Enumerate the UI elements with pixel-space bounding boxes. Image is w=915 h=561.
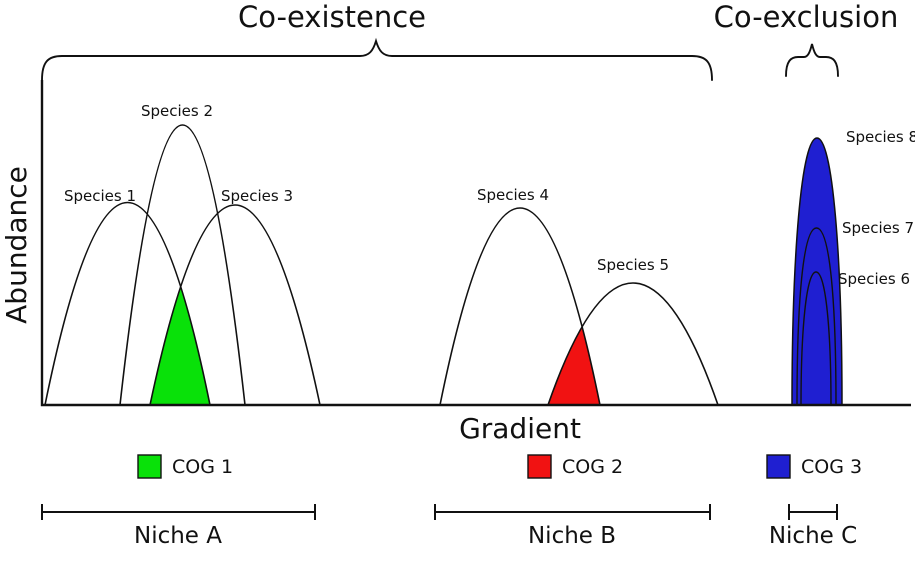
species4-label: Species 4 bbox=[477, 186, 549, 204]
cog2-legend-label: COG 2 bbox=[562, 456, 623, 478]
coexclusion-title: Co-exclusion bbox=[714, 0, 899, 34]
species5-curve bbox=[547, 282, 719, 406]
niche-a-range bbox=[41, 504, 316, 520]
niche-c-range bbox=[788, 504, 838, 520]
y-axis-label: Abundance bbox=[0, 166, 33, 324]
niche-a-label: Niche A bbox=[134, 523, 222, 549]
species6-curve bbox=[800, 271, 832, 406]
species3-label: Species 3 bbox=[221, 187, 293, 205]
cog3-legend-label: COG 3 bbox=[801, 456, 862, 478]
species5-label: Species 5 bbox=[597, 256, 669, 274]
cog3-legend-swatch bbox=[766, 454, 791, 479]
species4-curve bbox=[439, 207, 601, 406]
species1-curve bbox=[44, 202, 211, 406]
niche-b-range bbox=[434, 504, 711, 520]
species2-curve bbox=[119, 124, 246, 406]
niche-b-label: Niche B bbox=[528, 523, 616, 549]
species7-label: Species 7 bbox=[842, 219, 914, 237]
species7-curve bbox=[796, 227, 837, 406]
cog2-overlap-region bbox=[548, 326, 600, 405]
cog1-overlap-region bbox=[150, 287, 210, 405]
axes-lines bbox=[40, 80, 911, 407]
coexistence-title: Co-existence bbox=[238, 0, 426, 34]
x-axis-label: Gradient bbox=[459, 412, 581, 445]
species6-label: Species 6 bbox=[838, 270, 910, 288]
species3-curve bbox=[149, 204, 321, 406]
coexistence-brace bbox=[41, 37, 713, 81]
species1-label: Species 1 bbox=[64, 187, 136, 205]
niche-c-label: Niche C bbox=[769, 523, 857, 549]
species2-label: Species 2 bbox=[141, 102, 213, 120]
species8-label: Species 8 bbox=[846, 128, 915, 146]
coexclusion-brace bbox=[785, 43, 839, 77]
cog1-legend-label: COG 1 bbox=[172, 456, 233, 478]
cog1-legend-swatch bbox=[137, 454, 162, 479]
cog2-legend-swatch bbox=[527, 454, 552, 479]
